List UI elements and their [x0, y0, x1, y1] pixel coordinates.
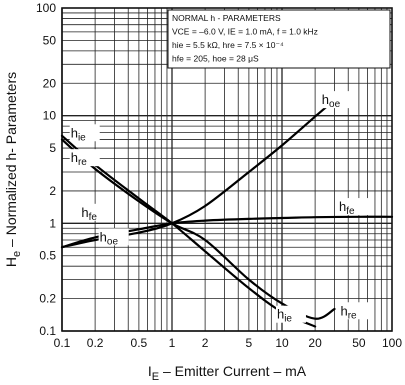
annotation-line: NORMAL h - PARAMETERS [172, 13, 281, 23]
y-tick-label: 5 [49, 141, 56, 155]
x-tick-label: 2 [202, 336, 209, 350]
x-tick-label: 20 [308, 336, 322, 350]
curve-label-hre: hre [71, 150, 88, 168]
plot-frame [61, 7, 393, 332]
y-tick-label: 100 [36, 1, 56, 15]
curve-label-bg [275, 305, 306, 323]
y-tick-label: 50 [43, 33, 57, 47]
tick-labels: 0.1 0.2 0.5 1 2 5 10 20 50 100 0.1 0.2 0.5 1 2 5 10 20 50 1… [36, 1, 402, 350]
x-tick-label: 10 [275, 336, 289, 350]
curve-label-bg [339, 302, 370, 320]
curve-label-bg [320, 91, 351, 109]
x-tick-label: 50 [352, 336, 366, 350]
x-tick-label: 0.2 [87, 336, 104, 350]
annotation-line: hie = 5.5 kΩ, hre = 7.5 × 10⁻⁴ [172, 40, 284, 50]
curve-label-hfe: hfe [339, 199, 355, 217]
curve-label-bg [69, 124, 100, 142]
x-tick-label: 5 [246, 336, 253, 350]
series-line-hre [60, 138, 336, 320]
curve-label-bg [80, 203, 111, 221]
curve-label-hoe: hoe [322, 92, 341, 110]
curve-label-hie: hie [71, 125, 86, 143]
curve-label-hre: hre [340, 303, 357, 321]
x-tick-label: 1 [169, 336, 176, 350]
annotation-box: NORMAL h - PARAMETERS VCE = –6.0 V, IE = … [167, 9, 391, 69]
x-tick-label: 0.5 [131, 336, 148, 350]
curve-label-hie: hie [277, 307, 292, 325]
x-axis-label: IE – Emitter Current – mA [148, 363, 307, 383]
curve-label-bg [98, 228, 129, 246]
y-tick-label: 1 [49, 216, 56, 230]
y-tick-label: 0.5 [39, 249, 56, 263]
y-tick-label: 20 [43, 76, 57, 90]
y-tick-label: 0.2 [39, 292, 56, 306]
annotation-box-bg [167, 9, 391, 69]
x-tick-label: 0.1 [54, 336, 71, 350]
y-tick-label: 2 [49, 184, 56, 198]
x-tick-label: 100 [382, 336, 402, 350]
y-tick-label: 0.1 [39, 324, 56, 338]
curve-label-bg [69, 149, 100, 167]
curve-label-bg [338, 198, 369, 216]
y-tick-label: 10 [43, 109, 57, 123]
annotation-line: hfe = 205, hoe = 28 μS [172, 54, 259, 64]
series-line-hoe [60, 98, 336, 249]
y-axis-label: He – Normalized h- Parameters [3, 72, 23, 267]
curve-label-hfe: hfe [81, 205, 97, 223]
curve-label-hoe: hoe [100, 229, 119, 247]
annotation-line: VCE = –6.0 V, IE = 1.0 mA, f = 1.0 kHz [172, 27, 318, 37]
